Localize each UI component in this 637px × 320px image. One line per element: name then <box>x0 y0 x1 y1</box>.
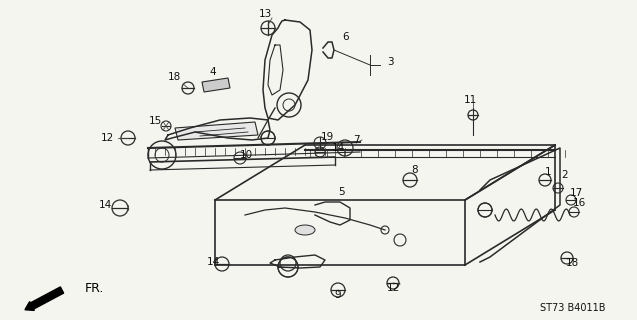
Text: 13: 13 <box>259 9 271 19</box>
Text: 11: 11 <box>463 95 476 105</box>
Text: 17: 17 <box>569 188 583 198</box>
Text: 19: 19 <box>320 132 334 142</box>
Text: 18: 18 <box>566 258 578 268</box>
Text: ST73 B4011B: ST73 B4011B <box>540 303 606 313</box>
Ellipse shape <box>295 225 315 235</box>
Text: 7: 7 <box>353 135 359 145</box>
Text: 4: 4 <box>210 67 217 77</box>
Text: 6: 6 <box>343 32 349 42</box>
Text: 9: 9 <box>334 290 341 300</box>
Text: 1: 1 <box>545 167 551 177</box>
Polygon shape <box>175 122 258 140</box>
Text: 8: 8 <box>412 165 419 175</box>
Text: 12: 12 <box>101 133 113 143</box>
Text: 14: 14 <box>206 257 220 267</box>
Text: FR.: FR. <box>85 282 104 294</box>
Text: 5: 5 <box>339 187 345 197</box>
Text: 14: 14 <box>98 200 111 210</box>
Text: 14: 14 <box>331 143 345 153</box>
Text: 3: 3 <box>387 57 393 67</box>
Polygon shape <box>202 78 230 92</box>
Text: 10: 10 <box>240 150 252 160</box>
FancyArrow shape <box>25 287 64 310</box>
Text: 18: 18 <box>168 72 181 82</box>
Text: 16: 16 <box>573 198 585 208</box>
Text: 12: 12 <box>387 283 399 293</box>
Text: 15: 15 <box>148 116 162 126</box>
Text: 2: 2 <box>562 170 568 180</box>
